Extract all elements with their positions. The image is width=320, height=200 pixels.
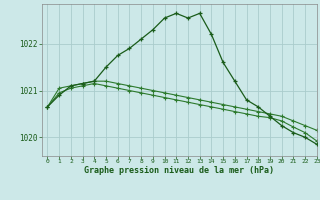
X-axis label: Graphe pression niveau de la mer (hPa): Graphe pression niveau de la mer (hPa) bbox=[84, 166, 274, 175]
